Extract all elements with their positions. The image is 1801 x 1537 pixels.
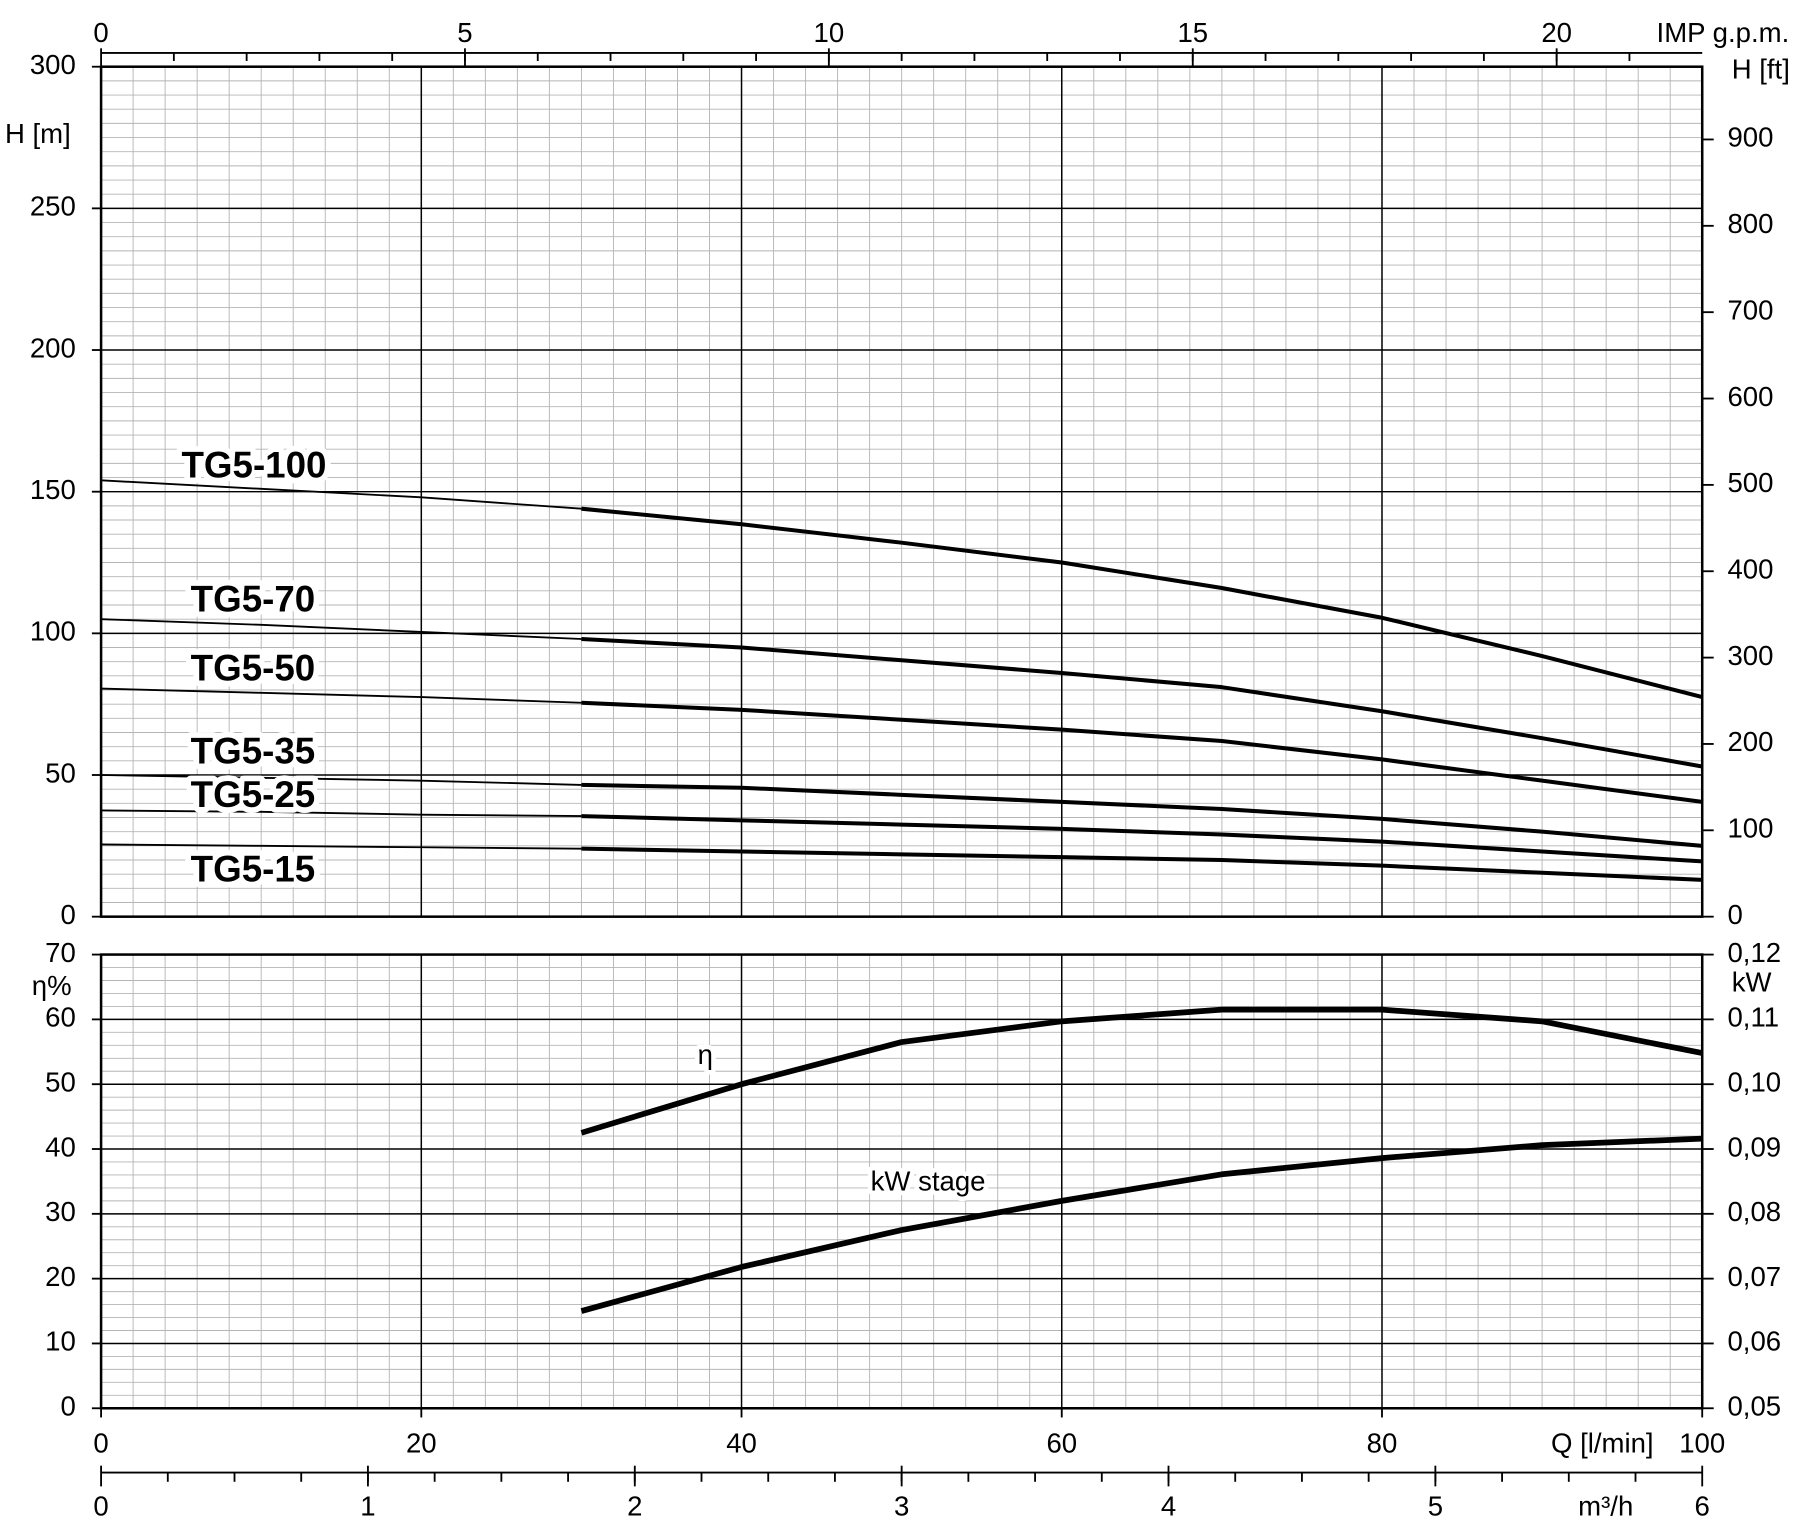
curve-thin [101, 618, 582, 640]
grids [99, 65, 1704, 1410]
curve-label: TG5-15 [191, 849, 316, 890]
curve [581, 700, 1703, 804]
y-tick-label: 70 [45, 937, 76, 968]
y2-axis-label: kW [1732, 967, 1772, 998]
x3-axis-label: m³/h [1578, 1490, 1633, 1521]
x-tick-label: 80 [1367, 1427, 1398, 1458]
x2-tick-label: 10 [814, 17, 845, 48]
y2-tick-label: 0,12 [1727, 937, 1781, 968]
y2-tick-label: 0,11 [1727, 1002, 1779, 1033]
curve-label: TG5-35 [191, 730, 316, 771]
curve [581, 782, 1703, 848]
x3-tick-label: 2 [627, 1490, 642, 1521]
y2-tick-label: 600 [1727, 381, 1773, 412]
x-tick-label: 60 [1046, 1427, 1077, 1458]
y2-tick-label: 0 [1727, 899, 1742, 930]
x3-tick-label: 3 [894, 1490, 909, 1521]
curve-label: kW stage [871, 1165, 986, 1196]
x3-tick-label: 1 [360, 1490, 375, 1521]
y2-tick-label: 0,10 [1727, 1066, 1781, 1097]
curve-label: TG5-50 [191, 648, 316, 689]
y2-tick-label: 800 [1727, 208, 1773, 239]
curve-label: η [698, 1039, 713, 1070]
x-tick-label: 20 [406, 1427, 437, 1458]
curve-thin [101, 774, 582, 786]
x-tick-label: 100 [1679, 1427, 1725, 1458]
curve-thin [101, 687, 582, 704]
x2-axis-label: IMP g.p.m. [1657, 17, 1790, 48]
y2-axis-label: H [ft] [1732, 54, 1790, 85]
y2-tick-label: 300 [1727, 640, 1773, 671]
y-tick-label: 250 [30, 191, 76, 222]
marks: 0501001502002503000100200300400500600700… [5, 17, 1790, 1522]
y-tick-label: 50 [45, 757, 76, 788]
x-tick-label: 0 [93, 1427, 108, 1458]
y-tick-label: 200 [30, 332, 76, 363]
x-tick-label: 40 [726, 1427, 757, 1458]
y2-tick-label: 0,09 [1727, 1131, 1781, 1162]
x3-tick-label: 0 [93, 1490, 108, 1521]
y-tick-label: 150 [30, 474, 76, 505]
x2-tick-label: 0 [93, 17, 108, 48]
y-tick-label: 20 [45, 1261, 76, 1292]
y2-tick-label: 200 [1727, 726, 1773, 757]
curve [581, 637, 1703, 769]
y2-tick-label: 0,06 [1727, 1326, 1781, 1357]
y-tick-label: 30 [45, 1196, 76, 1227]
y2-tick-label: 700 [1727, 294, 1773, 325]
y2-tick-label: 0,08 [1727, 1196, 1781, 1227]
curve-label: TG5-70 [191, 579, 316, 620]
x3-tick-label: 4 [1161, 1490, 1176, 1521]
curve-thin [101, 479, 582, 510]
y2-tick-label: 500 [1727, 467, 1773, 498]
x3-tick-label: 6 [1695, 1490, 1710, 1521]
x3-tick-label: 5 [1428, 1490, 1443, 1521]
y-axis-label: η% [32, 970, 72, 1001]
curve-thin [101, 843, 582, 850]
x2-tick-label: 5 [457, 17, 472, 48]
y-tick-label: 300 [30, 49, 76, 80]
curve [581, 846, 1703, 882]
curve [580, 1135, 1703, 1314]
y-tick-label: 0 [60, 899, 75, 930]
curve [581, 506, 1703, 700]
y2-tick-label: 900 [1727, 122, 1773, 153]
plot-frame [99, 953, 1704, 1410]
y2-tick-label: 0,07 [1727, 1261, 1781, 1292]
x-axis-label: Q [l/min] [1551, 1427, 1654, 1458]
y-tick-label: 40 [45, 1131, 76, 1162]
y-axis-label: H [m] [5, 118, 71, 149]
y-tick-label: 10 [45, 1326, 76, 1357]
y-tick-label: 100 [30, 616, 76, 647]
y-tick-label: 60 [45, 1002, 76, 1033]
y-tick-label: 0 [60, 1391, 75, 1422]
curve [581, 814, 1703, 864]
y2-tick-label: 100 [1727, 813, 1773, 844]
y-tick-label: 50 [45, 1066, 76, 1097]
y2-tick-label: 0,05 [1727, 1391, 1781, 1422]
curve-thin [101, 809, 582, 818]
x2-tick-label: 20 [1541, 17, 1572, 48]
curve [580, 1006, 1703, 1136]
y2-tick-label: 400 [1727, 554, 1773, 585]
x2-tick-label: 15 [1177, 17, 1208, 48]
curve-label: TG5-25 [191, 774, 316, 815]
curve-label: TG5-100 [181, 444, 326, 485]
